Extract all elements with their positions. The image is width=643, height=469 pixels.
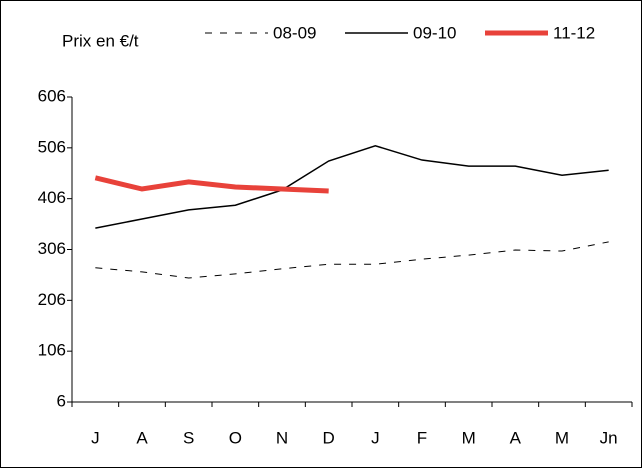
x-tick-label: F xyxy=(417,428,427,447)
y-tick-label: 506 xyxy=(38,137,66,156)
y-tick-label: 106 xyxy=(38,341,66,360)
x-tick-label: A xyxy=(136,428,148,447)
x-tick-label: A xyxy=(510,428,522,447)
x-tick-label: N xyxy=(276,428,288,447)
x-tick-label: J xyxy=(371,428,380,447)
y-tick-label: 306 xyxy=(38,239,66,258)
legend-label: 11-12 xyxy=(553,23,595,42)
series-line xyxy=(95,145,609,229)
x-tick-label: M xyxy=(462,428,476,447)
x-tick-label: M xyxy=(555,428,569,447)
y-axis-label: Prix en €/t xyxy=(62,31,139,50)
x-tick-label: J xyxy=(91,428,100,447)
x-tick-label: O xyxy=(229,428,242,447)
y-tick-label: 6 xyxy=(57,391,66,410)
y-tick-label: 606 xyxy=(38,86,66,105)
y-tick-label: 206 xyxy=(38,290,66,309)
series-line xyxy=(95,241,609,279)
x-tick-label: D xyxy=(323,428,335,447)
series-line xyxy=(94,175,329,194)
legend-label: 09-10 xyxy=(413,23,456,42)
y-tick-label: 406 xyxy=(38,188,66,207)
x-tick-label: Jn xyxy=(600,428,618,447)
x-tick-label: S xyxy=(183,428,194,447)
legend-label: 08-09 xyxy=(273,23,316,42)
